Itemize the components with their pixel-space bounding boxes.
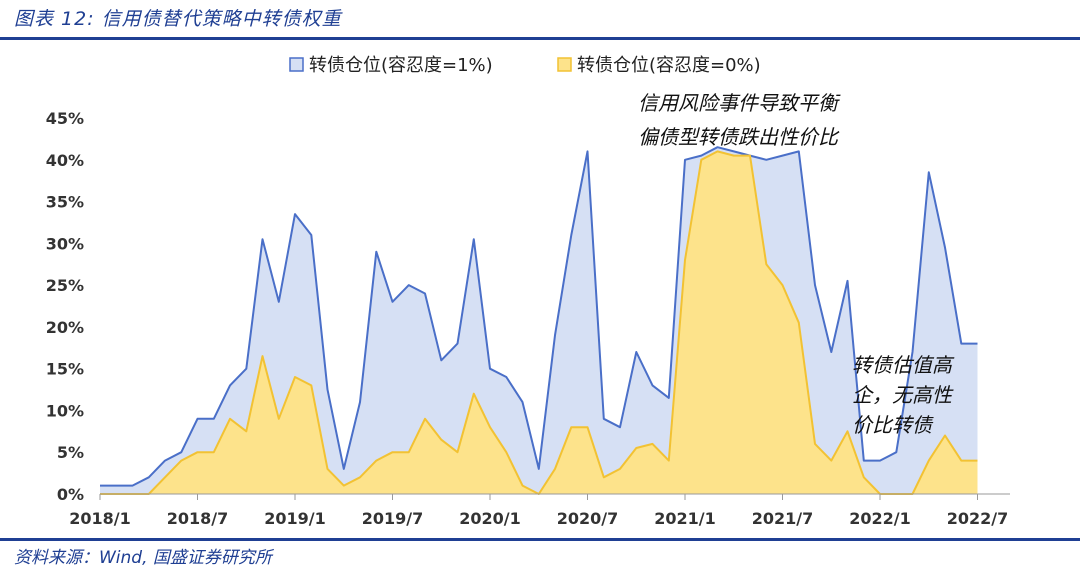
y-tick-label: 35%: [46, 193, 84, 212]
x-axis-ticks: 2018/1 2018/7 2019/1 2019/7 2020/1 2020/7 2021…: [69, 494, 1008, 528]
x-tick-label: 2018/1: [69, 509, 131, 528]
figure-title: 图表 12: 信用债替代策略中转债权重: [14, 8, 342, 30]
y-tick-label: 15%: [46, 360, 84, 379]
annotation-2-line: 价比转债: [852, 413, 934, 437]
area-chart: 转债仓位(容忍度=1%) 转债仓位(容忍度=0%) 0% 5% 10% 15% 20% 2…: [46, 55, 1010, 528]
x-tick-label: 2020/7: [557, 509, 619, 528]
annotation-1-line: 信用风险事件导致平衡: [638, 91, 841, 115]
x-tick-label: 2021/7: [752, 509, 814, 528]
legend: 转债仓位(容忍度=1%) 转债仓位(容忍度=0%): [289, 55, 761, 76]
x-tick-label: 2021/1: [654, 509, 716, 528]
y-tick-label: 20%: [46, 318, 84, 337]
y-tick-label: 25%: [46, 276, 84, 295]
legend-swatch-s2: [557, 57, 572, 72]
source-rule: [0, 538, 1080, 541]
x-tick-label: 2022/1: [849, 509, 911, 528]
title-rule: [0, 37, 1080, 40]
legend-label-s1: 转债仓位(容忍度=1%): [309, 55, 493, 76]
y-tick-label: 30%: [46, 234, 84, 253]
series-line-2: [100, 150, 978, 495]
y-tick-label: 45%: [46, 109, 84, 128]
annotation-2-line: 转债估值高: [852, 353, 955, 377]
x-tick-label: 2022/7: [947, 509, 1009, 528]
legend-label-s2: 转债仓位(容忍度=0%): [577, 55, 761, 76]
annotation-2-line: 企，无高性: [852, 383, 954, 407]
series-line-1: [100, 146, 978, 487]
y-axis-ticks: 0% 5% 10% 15% 20% 25% 30% 35% 40% 45%: [46, 109, 84, 504]
legend-swatch-s1: [289, 57, 304, 72]
y-tick-label: 10%: [46, 401, 84, 420]
series-area-2: [100, 151, 978, 494]
y-tick-label: 5%: [57, 443, 84, 462]
x-tick-label: 2018/7: [167, 509, 229, 528]
series-layer: [100, 146, 978, 495]
y-tick-label: 40%: [46, 151, 84, 170]
y-tick-label: 0%: [57, 485, 84, 504]
x-tick-label: 2019/1: [264, 509, 326, 528]
annotation-1-line: 偏债型转债跌出性价比: [638, 125, 840, 149]
x-tick-label: 2019/7: [362, 509, 424, 528]
source-note: 资料来源：Wind, 国盛证券研究所: [14, 548, 272, 568]
x-tick-label: 2020/1: [459, 509, 521, 528]
